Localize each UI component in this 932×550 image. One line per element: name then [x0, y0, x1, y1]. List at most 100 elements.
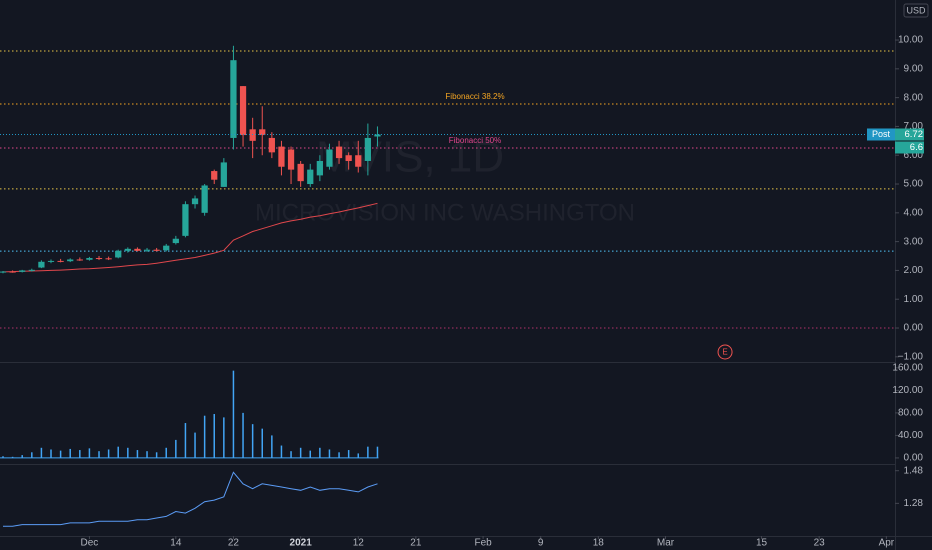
- price-label: 6.72: [905, 129, 924, 140]
- candle-body: [124, 248, 131, 251]
- candle-body: [239, 86, 247, 136]
- y-tick-label: 8.00: [904, 92, 924, 103]
- volume-bar: [127, 447, 129, 458]
- volume-bar: [271, 435, 273, 458]
- volume-bar: [98, 451, 100, 458]
- volume-bar: [357, 453, 360, 458]
- volume-bar: [213, 414, 215, 458]
- candle-body: [67, 259, 74, 262]
- volume-bar: [251, 424, 254, 458]
- y-tick-label: 0.00: [904, 323, 924, 334]
- candle-body: [259, 129, 266, 136]
- candle-body: [57, 260, 64, 262]
- y-tick-label: 120.00: [892, 385, 923, 396]
- x-tick-label: 23: [814, 538, 826, 549]
- candle-body: [307, 169, 314, 185]
- candle-body: [287, 149, 295, 170]
- y-tick-label: 0.00: [904, 453, 924, 464]
- candle-body: [230, 60, 237, 138]
- candle-body: [335, 146, 343, 159]
- volume-bar: [328, 449, 331, 458]
- x-tick-label: 21: [410, 538, 422, 549]
- volume-bar: [40, 447, 43, 458]
- indicator-line: [3, 471, 378, 527]
- y-tick-label: 4.00: [904, 207, 924, 218]
- y-tick-label: 7.00: [904, 121, 924, 132]
- candle-body: [364, 137, 371, 161]
- candle-body: [38, 261, 45, 268]
- candle-body: [28, 269, 35, 271]
- volume-bar: [299, 447, 302, 458]
- candle-body: [143, 249, 151, 251]
- candle-body: [316, 160, 323, 176]
- candle-body: [172, 238, 179, 244]
- volume-bar: [165, 447, 167, 458]
- y-tick-label: 1.28: [904, 498, 924, 509]
- volume-bar: [31, 452, 33, 458]
- candle-body: [9, 271, 16, 273]
- volume-bar: [107, 449, 110, 458]
- x-tick-label: Apr: [879, 538, 895, 549]
- volume-bar: [223, 417, 225, 458]
- x-tick-label: Mar: [657, 538, 675, 549]
- volume-bar: [367, 446, 369, 458]
- watermark: MVIS, 1D MICROVISION INC WASHINGTON: [255, 133, 635, 227]
- price-label-box: [895, 141, 924, 154]
- y-tick-label: 9.00: [904, 63, 924, 74]
- earnings-marker: [717, 344, 733, 360]
- y-tick-label: 40.00: [898, 430, 923, 441]
- volume-bar: [59, 450, 62, 458]
- level-label: Fibonacci 38.2%: [445, 92, 504, 101]
- volume-bar: [21, 455, 23, 458]
- volume-bar: [319, 447, 321, 458]
- y-tick-label: 1.48: [904, 465, 924, 476]
- candle-body: [95, 258, 103, 260]
- y-tick-label: 3.00: [904, 236, 924, 247]
- candle-body: [268, 137, 275, 153]
- volume-bar: [376, 446, 379, 458]
- x-tick-label: Feb: [474, 538, 492, 549]
- volume-bar: [290, 451, 292, 458]
- candle-body: [278, 146, 285, 167]
- candle-body: [220, 162, 227, 187]
- session-label: Post: [872, 129, 891, 139]
- x-tick-label: Dec: [81, 538, 99, 549]
- volume-bar: [69, 448, 71, 458]
- candle-body: [0, 271, 7, 273]
- candle-body: [182, 204, 189, 236]
- x-tick-label: 2021: [290, 538, 313, 549]
- volume-bar: [194, 432, 196, 458]
- volume-bar: [79, 450, 81, 458]
- volume-bar: [50, 449, 52, 458]
- currency-box[interactable]: [903, 3, 929, 18]
- volume-bar: [347, 450, 350, 458]
- volume-bar: [155, 452, 158, 458]
- candle-body: [134, 248, 141, 251]
- candle-body: [326, 149, 333, 167]
- session-label-box: [867, 128, 895, 141]
- candle-body: [47, 260, 55, 262]
- candle-body: [211, 171, 218, 180]
- volume-bar: [338, 452, 340, 458]
- candle-body: [345, 155, 352, 161]
- candle-body: [153, 249, 160, 251]
- level-label: Fibonacci 50%: [449, 136, 501, 145]
- volume-bar: [2, 456, 4, 458]
- price-label: 6.6: [910, 142, 923, 153]
- volume-bar: [146, 451, 148, 458]
- x-tick-label: 22: [228, 538, 240, 549]
- company-watermark: MICROVISION INC WASHINGTON: [255, 199, 635, 226]
- currency-label[interactable]: USD: [906, 5, 926, 15]
- y-tick-label: 1.00: [904, 294, 924, 305]
- volume-bar: [203, 415, 206, 458]
- price-label-box: [895, 128, 924, 141]
- volume-bar: [88, 448, 91, 458]
- candle-body: [76, 259, 83, 261]
- candle-body: [201, 185, 208, 213]
- candle-body: [163, 245, 170, 251]
- candle-body: [191, 198, 199, 205]
- volume-bar: [242, 412, 244, 458]
- volume-bar: [261, 428, 263, 458]
- candle-body: [115, 250, 122, 258]
